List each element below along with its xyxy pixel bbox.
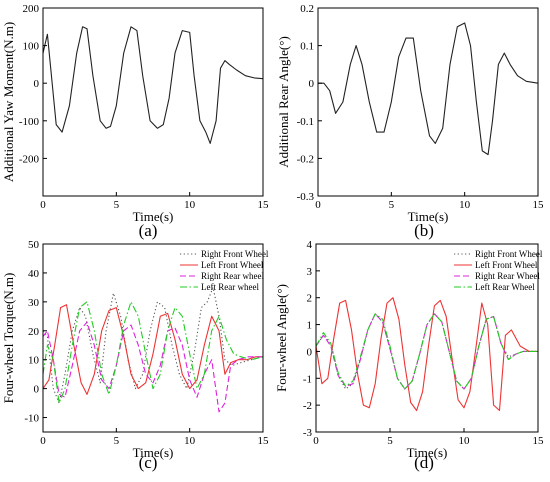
y-tick-label: 0 bbox=[307, 346, 313, 358]
legend-label: Left Rear wheel bbox=[201, 282, 259, 292]
series-line bbox=[318, 22, 539, 156]
legend-label: Right Rear Wheel bbox=[475, 271, 540, 281]
x-tick-label: 10 bbox=[184, 199, 196, 211]
x-tick-label: 15 bbox=[258, 199, 270, 211]
series-line bbox=[315, 297, 538, 412]
panel-caption: (a) bbox=[139, 221, 158, 240]
y-tick-label: 0 bbox=[34, 78, 40, 90]
x-tick-label: 10 bbox=[184, 435, 196, 447]
legend-label: Left Front Wheel bbox=[475, 260, 538, 270]
y-tick-label: 50 bbox=[28, 239, 40, 251]
plot-frame bbox=[42, 7, 264, 197]
y-axis-label: Additional Yaw Moment(N.m) bbox=[1, 22, 16, 182]
y-tick-label: -0.2 bbox=[297, 153, 314, 165]
series-line bbox=[315, 313, 538, 390]
legend-label: Right Rear wheel bbox=[201, 271, 264, 281]
legend-label: Right Front Wheel bbox=[475, 249, 543, 259]
y-tick-label: -10 bbox=[24, 413, 39, 425]
panel-caption: (d) bbox=[414, 453, 434, 472]
y-tick-label: 0.2 bbox=[300, 3, 314, 15]
y-tick-label: 40 bbox=[28, 268, 40, 280]
x-axis-label: Time(s) bbox=[133, 445, 174, 460]
x-tick-label: 5 bbox=[387, 435, 393, 447]
y-tick-label: -2 bbox=[303, 400, 312, 412]
y-tick-label: 0.1 bbox=[300, 41, 314, 53]
y-tick-label: -100 bbox=[19, 116, 40, 128]
legend-label: Right Front Wheel bbox=[201, 249, 269, 259]
x-tick-label: 0 bbox=[40, 435, 46, 447]
y-tick-label: 10 bbox=[28, 355, 40, 367]
chart-panel: 0 5 10 15 0.2 0.1 0 -0.1 -0.2 -0.3 Time(s) Addition… bbox=[276, 3, 544, 240]
y-tick-label: 1 bbox=[307, 320, 313, 332]
x-tick-label: 5 bbox=[114, 199, 120, 211]
x-tick-label: 5 bbox=[389, 199, 395, 211]
y-axis-label: Additional Rear Angle(°) bbox=[276, 36, 291, 168]
chart-panel: 0 5 10 15 200 100 0 -100 -200 Time(s) Additional Y… bbox=[1, 3, 269, 240]
x-tick-label: 5 bbox=[114, 435, 120, 447]
x-tick-label: 10 bbox=[459, 435, 471, 447]
y-tick-label: 0 bbox=[34, 384, 40, 396]
x-tick-label: 15 bbox=[533, 435, 545, 447]
y-tick-label: 3 bbox=[307, 266, 313, 278]
legend-label: Left Front Wheel bbox=[201, 260, 264, 270]
x-tick-label: 0 bbox=[313, 435, 319, 447]
series-line bbox=[42, 286, 264, 404]
x-axis-label: Time(s) bbox=[408, 209, 449, 224]
x-tick-label: 0 bbox=[40, 199, 46, 211]
x-axis-label: Time(s) bbox=[133, 209, 174, 224]
y-tick-label: 100 bbox=[23, 41, 40, 53]
plot-frame bbox=[42, 243, 264, 433]
plot-frame bbox=[317, 7, 539, 197]
series-line bbox=[42, 321, 263, 413]
panel-caption: (c) bbox=[139, 453, 158, 472]
y-axis-label: Four-wheel Angle(°) bbox=[274, 284, 289, 392]
y-tick-label: -0.1 bbox=[297, 116, 314, 128]
x-tick-label: 10 bbox=[459, 199, 471, 211]
series-line bbox=[315, 313, 538, 390]
x-tick-label: 0 bbox=[315, 199, 321, 211]
legend-label: Left Rear Wheel bbox=[475, 282, 535, 292]
x-axis-label: Time(s) bbox=[407, 445, 448, 460]
y-tick-label: -1 bbox=[303, 373, 312, 385]
plot-frame bbox=[315, 243, 539, 433]
panel-caption: (b) bbox=[414, 221, 434, 240]
x-tick-label: 15 bbox=[533, 199, 545, 211]
y-tick-label: 4 bbox=[307, 239, 313, 251]
y-tick-label: 30 bbox=[28, 297, 40, 309]
series-line bbox=[42, 304, 263, 395]
y-tick-label: 20 bbox=[28, 326, 40, 338]
y-tick-label: 2 bbox=[307, 293, 313, 305]
y-tick-label: -200 bbox=[19, 153, 40, 165]
y-tick-label: -0.3 bbox=[297, 191, 315, 203]
y-tick-label: 0 bbox=[309, 78, 315, 90]
x-tick-label: 15 bbox=[258, 435, 270, 447]
y-tick-label: -3 bbox=[303, 427, 313, 439]
series-line bbox=[42, 26, 264, 144]
y-axis-label: Four-wheel Torque(N.m) bbox=[1, 273, 16, 404]
y-tick-label: 200 bbox=[23, 3, 40, 15]
